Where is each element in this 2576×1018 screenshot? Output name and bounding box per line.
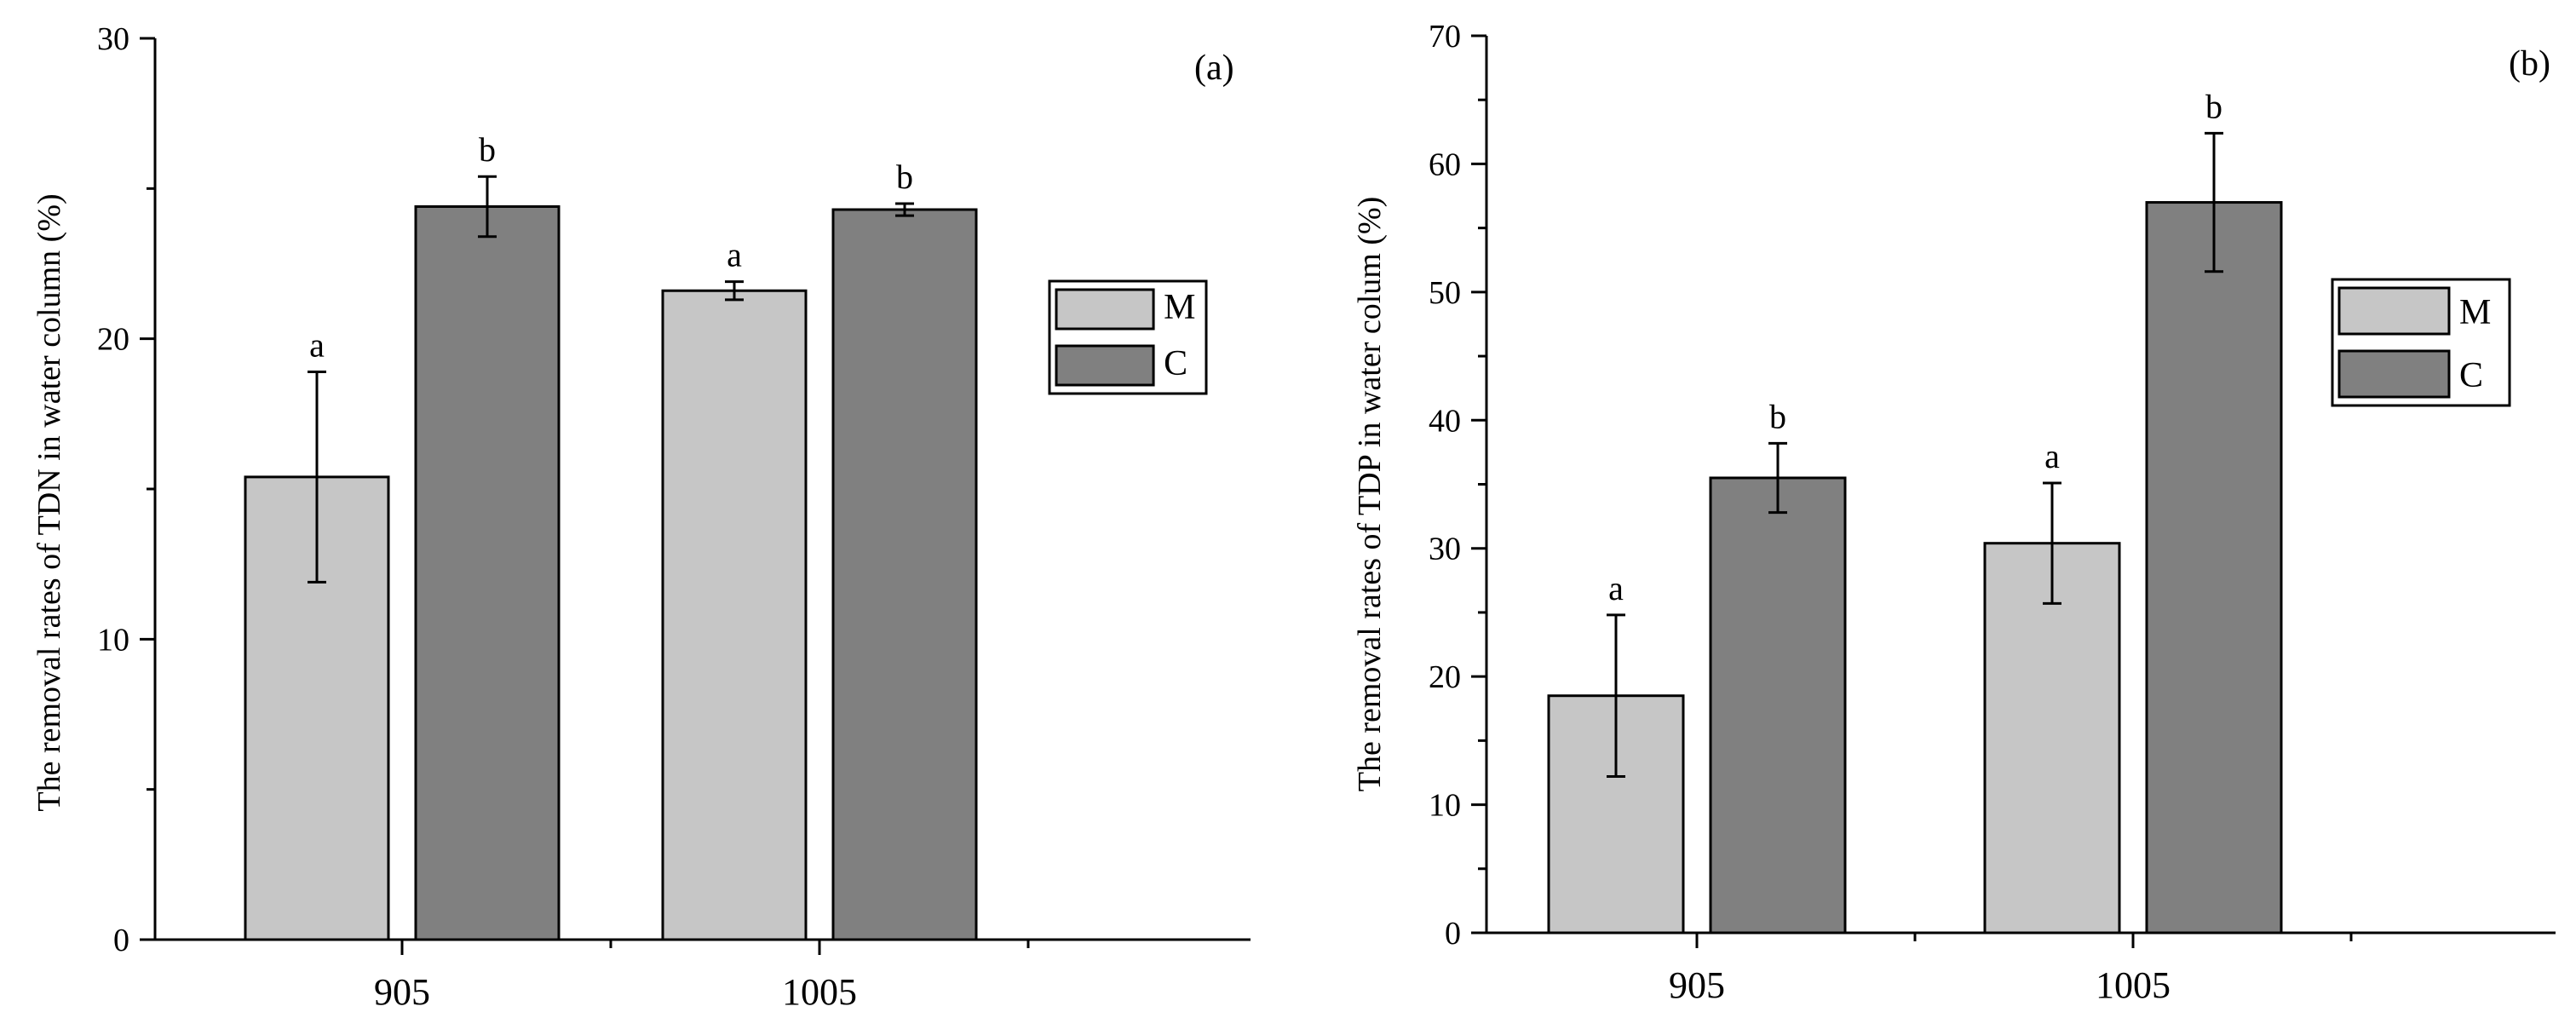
chart-panel-a: The removal rates of TDN in water column… (32, 21, 1251, 1013)
y-tick-label: 10 (1429, 788, 1461, 824)
y-tick-label: 30 (1429, 532, 1461, 567)
y-axis-label-b: The removal rates of TDP in water colum … (1352, 197, 1388, 792)
bar-C-1005 (2145, 201, 2283, 935)
legend-swatch-M (2337, 286, 2451, 336)
y-tick-label: 70 (1429, 19, 1461, 55)
bar-C-905 (1709, 476, 1847, 935)
legend-swatch-C (2337, 349, 2451, 399)
bar-C-1005 (831, 208, 978, 941)
x-tick-label: 905 (374, 971, 430, 1013)
y-tick-label: 0 (113, 923, 129, 958)
significance-letter: a (2044, 437, 2060, 475)
y-tick-label: 30 (97, 21, 129, 57)
x-tick-label: 1005 (782, 971, 857, 1013)
bar-M-1005 (661, 289, 808, 941)
significance-letter: a (727, 236, 742, 274)
panel-label-a: (a) (1194, 49, 1234, 88)
y-tick-label: 60 (1429, 147, 1461, 182)
legend-label-C: C (1164, 344, 1187, 383)
y-tick-label: 10 (97, 622, 129, 658)
y-tick-label: 20 (1429, 659, 1461, 695)
panel-label-b: (b) (2509, 44, 2550, 83)
legend-label-C: C (2459, 356, 2483, 395)
x-tick-label: 905 (1669, 964, 1725, 1006)
x-tick-label: 1005 (2096, 964, 2171, 1006)
y-axis-label-a: The removal rates of TDN in water column… (32, 193, 67, 811)
bar-C-905 (414, 204, 561, 941)
y-tick-label: 20 (97, 322, 129, 358)
significance-letter: a (309, 325, 325, 364)
significance-letter: a (1608, 569, 1624, 607)
significance-letter: b (479, 130, 496, 169)
y-tick-label: 0 (1445, 916, 1461, 952)
bar-M-1005 (1983, 542, 2121, 935)
y-tick-label: 50 (1429, 275, 1461, 311)
legend-label-M: M (1164, 288, 1195, 327)
chart-panel-b: The removal rates of TDP in water colum … (1352, 19, 2556, 1006)
legend-label-M: M (2459, 293, 2491, 332)
significance-letter: b (1769, 397, 1786, 435)
y-tick-label: 40 (1429, 403, 1461, 439)
significance-letter: b (896, 158, 913, 196)
legend-swatch-C (1055, 344, 1155, 387)
significance-letter: b (2205, 87, 2222, 125)
legend-swatch-M (1055, 288, 1155, 331)
